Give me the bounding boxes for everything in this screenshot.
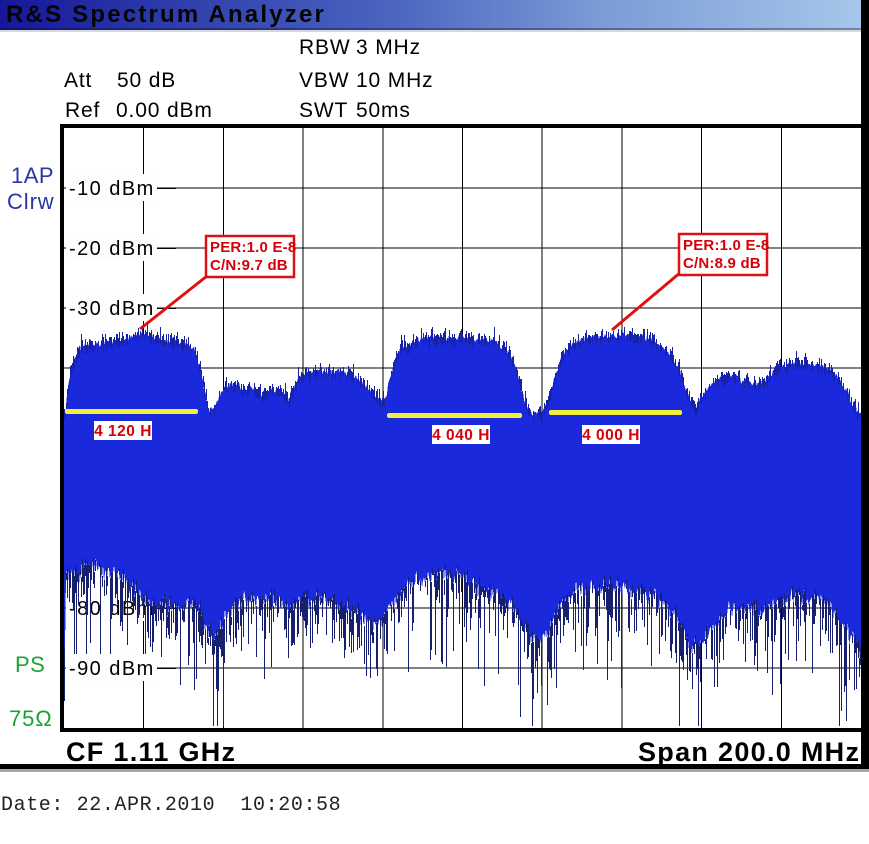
svg-text:C/N:9.7 dB: C/N:9.7 dB bbox=[210, 257, 288, 274]
svg-text:4 120 H: 4 120 H bbox=[94, 423, 152, 440]
svg-text:-30 dBm: -30 dBm bbox=[69, 298, 155, 320]
svg-text:-90 dBm: -90 dBm bbox=[69, 658, 155, 680]
svg-text:PER:1.0 E-8: PER:1.0 E-8 bbox=[683, 237, 769, 254]
svg-text:4 040 H: 4 040 H bbox=[432, 427, 490, 444]
svg-text:-10 dBm: -10 dBm bbox=[69, 178, 155, 200]
svg-text:4 000 H: 4 000 H bbox=[582, 427, 640, 444]
svg-text:PER:1.0 E-8: PER:1.0 E-8 bbox=[210, 239, 296, 256]
svg-text:C/N:8.9 dB: C/N:8.9 dB bbox=[683, 255, 761, 272]
svg-text:-20 dBm: -20 dBm bbox=[69, 238, 155, 260]
